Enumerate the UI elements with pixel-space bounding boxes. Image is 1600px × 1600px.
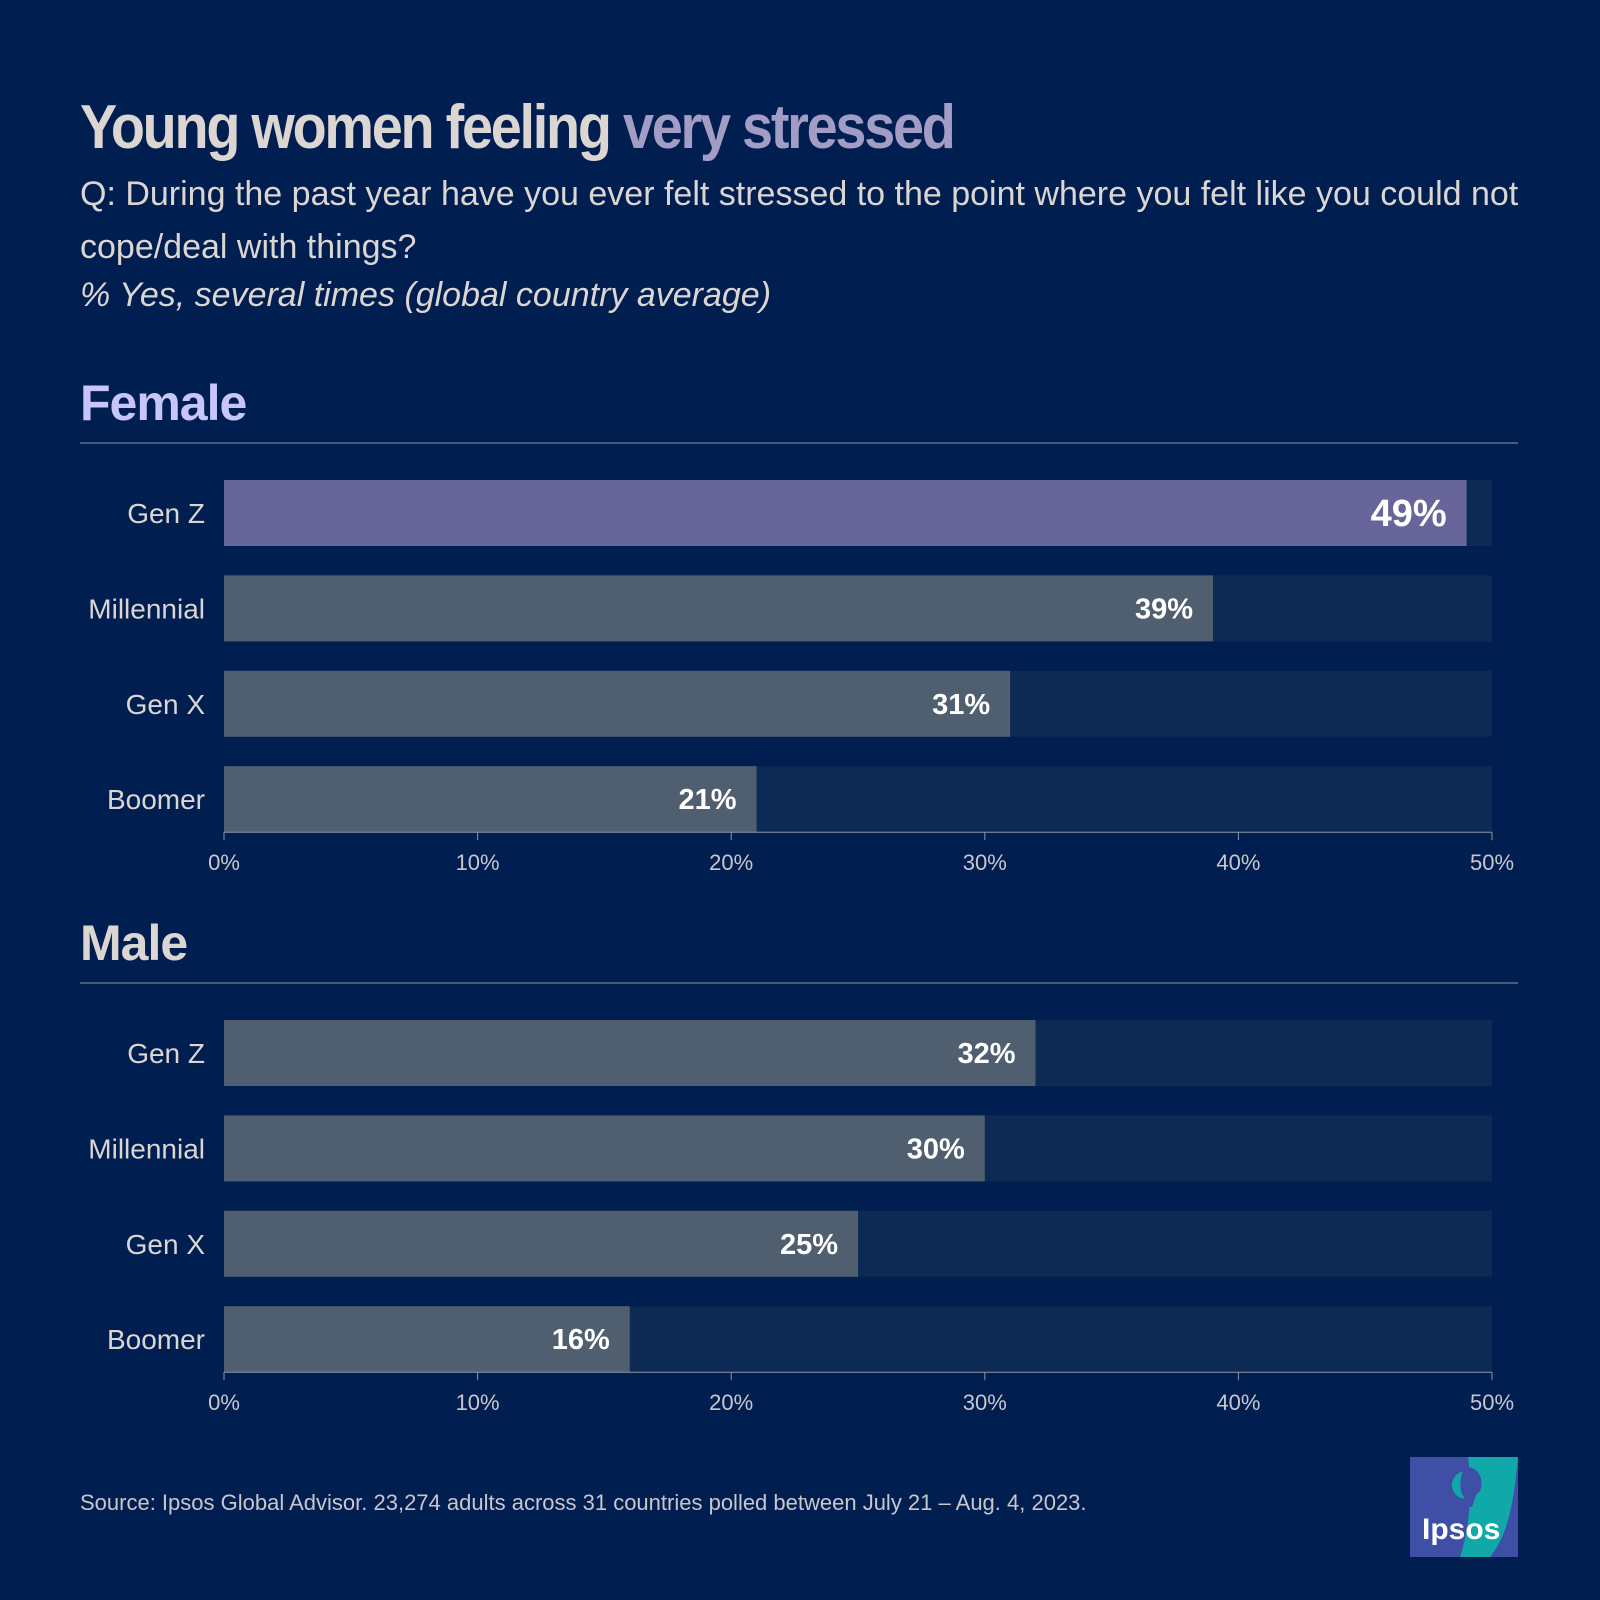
category-label: Millennial [88, 593, 205, 624]
svg-text:Ipsos: Ipsos [1422, 1513, 1500, 1546]
category-label: Gen Z [127, 498, 205, 529]
data-label: 32% [957, 1038, 1015, 1070]
page-title: Young women feeling very stressed [80, 92, 956, 163]
subtitle: % Yes, several times (global country ave… [80, 276, 772, 314]
female-panel-title: Female [80, 375, 247, 431]
data-label: 21% [679, 784, 737, 816]
x-tick-label: 50% [1470, 850, 1514, 875]
category-label: Millennial [88, 1133, 205, 1164]
bar-gen-z [224, 480, 1467, 546]
x-tick-label: 20% [709, 850, 753, 875]
bar-millennial [224, 1115, 985, 1182]
title-main: Young women feeling [80, 93, 623, 162]
x-tick-label: 10% [456, 850, 500, 875]
category-label: Boomer [107, 1324, 205, 1355]
data-label: 31% [932, 689, 990, 721]
x-tick-label: 20% [709, 1390, 753, 1415]
category-label: Gen Z [127, 1038, 205, 1069]
category-label: Gen X [126, 1229, 206, 1260]
data-label: 39% [1135, 593, 1193, 625]
bar-gen-x [224, 670, 1011, 737]
x-tick-label: 0% [208, 1390, 240, 1415]
male-chart: Gen Z 32% Millennial 30% Gen X 25% Boomer 16% 0%… [80, 982, 1518, 1415]
bar-millennial [224, 575, 1214, 642]
question-text: Q: During the past year have you ever fe… [80, 175, 1519, 266]
x-tick-label: 0% [208, 850, 240, 875]
x-tick-label: 40% [1216, 1390, 1260, 1415]
x-tick-label: 30% [963, 850, 1007, 875]
data-label: 30% [907, 1133, 965, 1165]
x-tick-label: 40% [1216, 850, 1260, 875]
x-tick-label: 50% [1470, 1390, 1514, 1415]
male-panel-title: Male [80, 915, 188, 971]
bar-gen-z [224, 1020, 1036, 1086]
bar-boomer [224, 1306, 630, 1373]
x-tick-label: 10% [456, 1390, 500, 1415]
bar-gen-x [224, 1210, 858, 1277]
source-note: Source: Ipsos Global Advisor. 23,274 adu… [80, 1490, 1087, 1515]
ipsos-logo: Ipsos [1410, 1457, 1518, 1557]
x-tick-label: 30% [963, 1390, 1007, 1415]
female-chart: Gen Z 49% Millennial 39% Gen X 31% Boomer 21% 0%… [80, 442, 1518, 875]
bar-boomer [224, 766, 757, 833]
category-label: Gen X [126, 689, 206, 720]
data-label: 25% [780, 1229, 838, 1261]
title-accent: very stressed [622, 93, 956, 162]
category-label: Boomer [107, 784, 205, 815]
data-label: 49% [1371, 493, 1447, 535]
data-label: 16% [552, 1324, 610, 1356]
